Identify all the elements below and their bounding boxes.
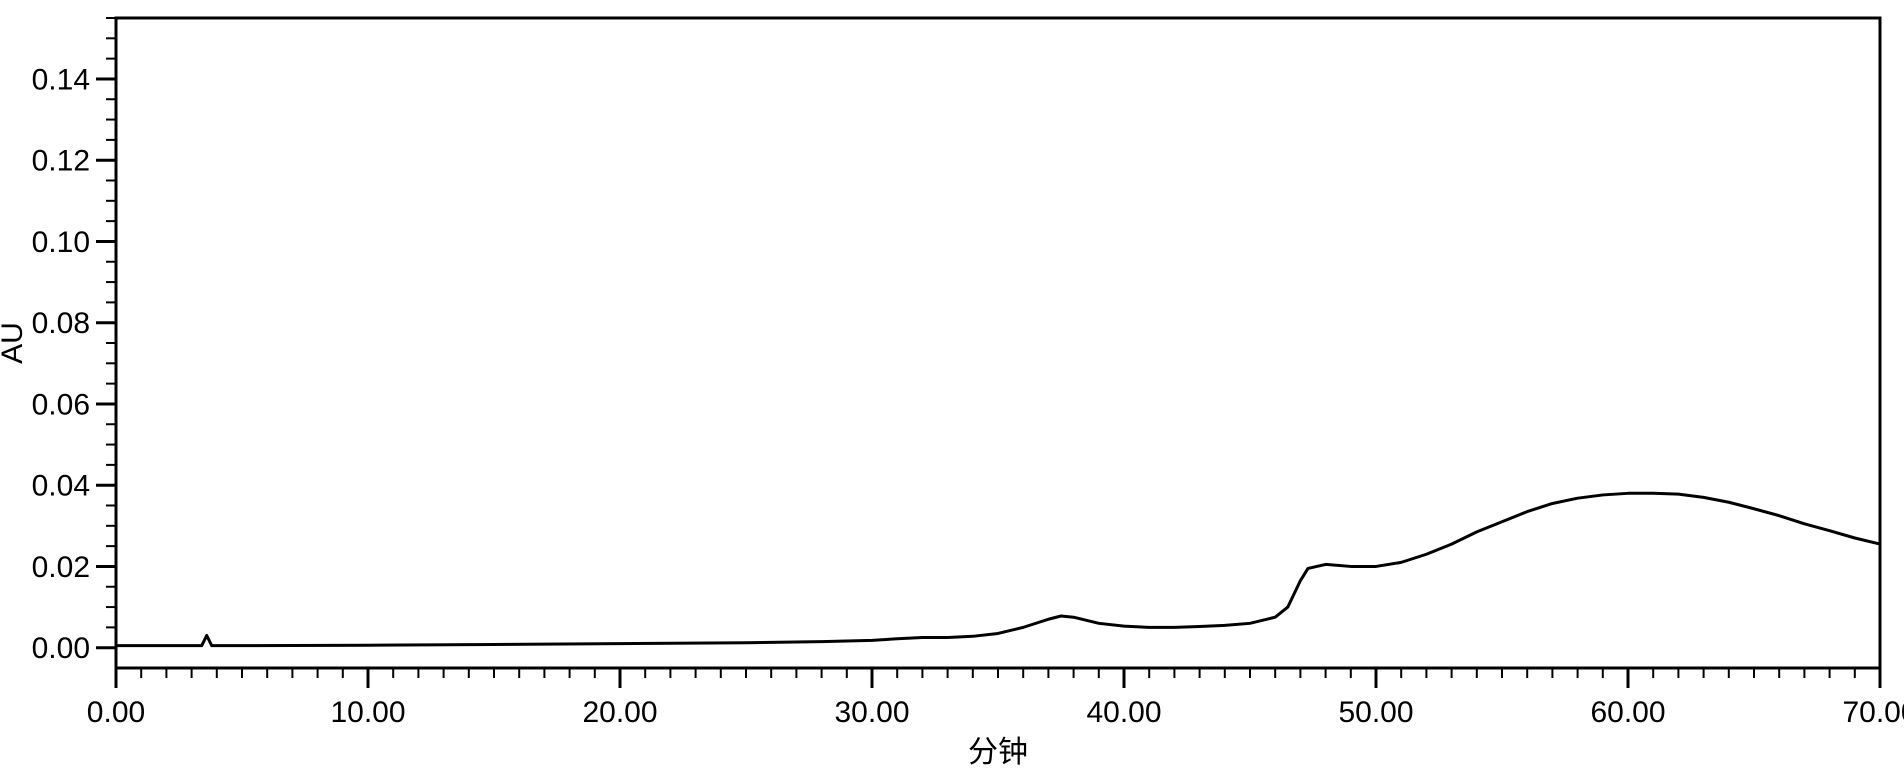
x-axis-label: 分钟 <box>968 736 1028 769</box>
y-tick-label: 0.10 <box>32 226 90 259</box>
y-axis-label: AU <box>0 322 29 364</box>
x-tick-label: 70.00 <box>1842 696 1904 729</box>
x-tick-label: 0.00 <box>87 696 145 729</box>
x-tick-label: 60.00 <box>1590 696 1665 729</box>
y-tick-label: 0.02 <box>32 551 90 584</box>
chart-svg: 0.00 10.00 20.00 30.00 40.00 50.00 60.00 70.00 分… <box>0 0 1904 784</box>
y-tick-label: 0.08 <box>32 307 90 340</box>
y-tick-label: 0.00 <box>32 632 90 665</box>
chromatogram-chart: 0.00 10.00 20.00 30.00 40.00 50.00 60.00 70.00 分… <box>0 0 1904 784</box>
x-tick-label: 20.00 <box>582 696 657 729</box>
x-tick-label: 10.00 <box>330 696 405 729</box>
y-tick-label: 0.14 <box>32 63 90 96</box>
x-tick-label: 40.00 <box>1086 696 1161 729</box>
y-tick-label: 0.06 <box>32 388 90 421</box>
x-tick-label: 30.00 <box>834 696 909 729</box>
y-tick-label: 0.12 <box>32 145 90 178</box>
y-tick-label: 0.04 <box>32 470 90 503</box>
x-tick-label: 50.00 <box>1338 696 1413 729</box>
